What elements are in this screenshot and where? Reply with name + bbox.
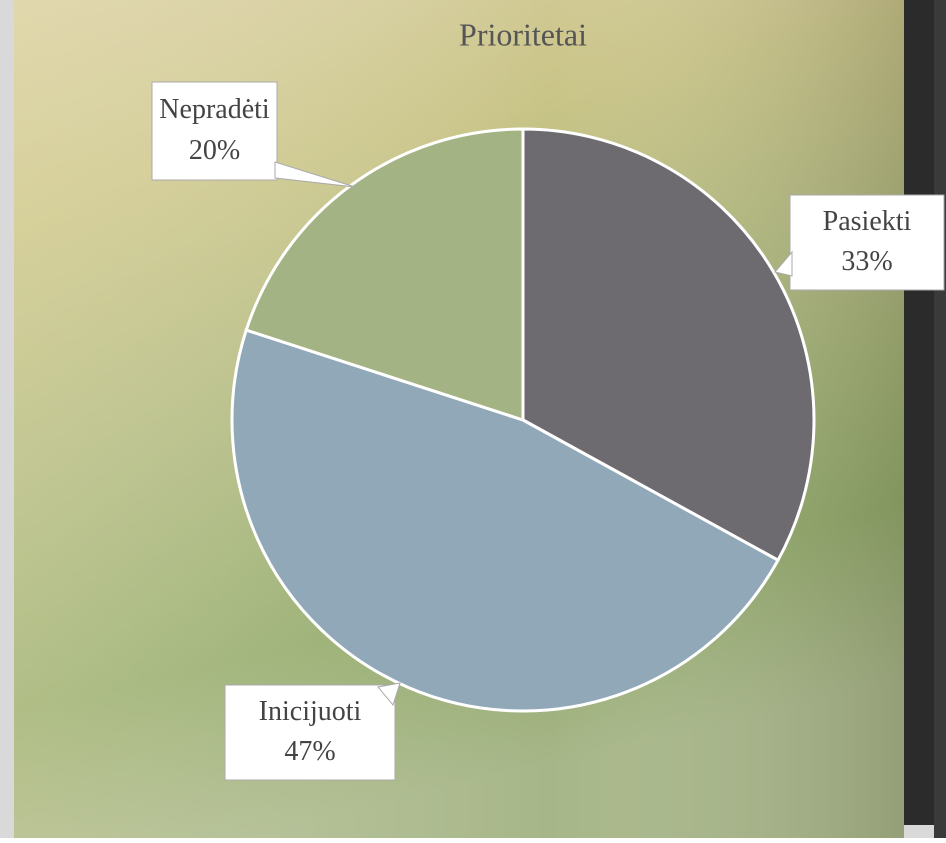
chart-title: Prioritetai: [459, 16, 587, 52]
category-label: Pasiekti: [823, 206, 912, 237]
value-label: 47%: [284, 736, 335, 767]
side-panel: [904, 0, 934, 825]
pie: [232, 129, 814, 711]
category-label: Inicijuoti: [259, 696, 362, 727]
side-panel-edge: [934, 0, 946, 838]
value-label: 20%: [189, 135, 240, 166]
value-label: 33%: [841, 246, 892, 277]
slide: Prioritetai Pasiekti 33% Inicijuoti 47% Nepr…: [0, 0, 946, 838]
category-label: Nepradėti: [159, 94, 270, 125]
